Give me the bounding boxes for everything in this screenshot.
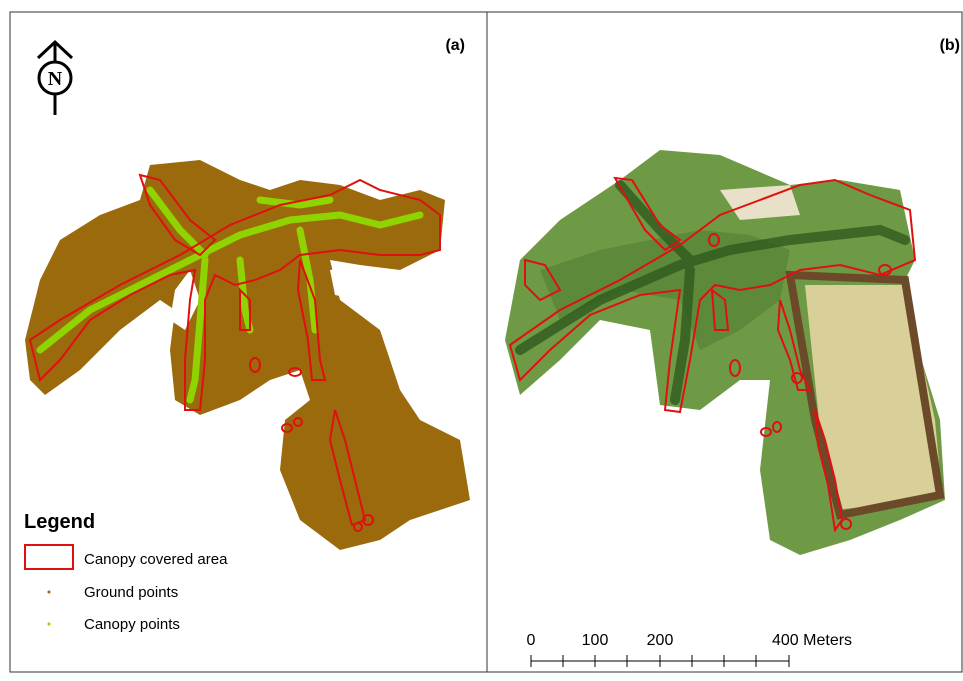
legend-swatch (47, 590, 51, 594)
panel-b-map (505, 150, 945, 555)
scale-label: 200 (647, 632, 674, 649)
legend-item: Ground points (84, 584, 178, 601)
north-arrow (36, 39, 74, 115)
scale-label: 400 Meters (772, 632, 852, 649)
scale-bar (530, 655, 790, 667)
scale-labels: 0 100 200 400 Meters (527, 632, 853, 649)
legend-swatch (24, 544, 74, 570)
legend-title: Legend (24, 511, 95, 533)
panel-a-map (25, 160, 470, 550)
legend-item: Canopy points (84, 616, 180, 633)
panel-label: (b) (940, 37, 960, 54)
legend-item: Canopy covered area (84, 551, 228, 568)
legend-swatch (47, 622, 51, 626)
panel-label: (a) (445, 37, 465, 54)
frame (9, 11, 963, 673)
scale-label: 100 (582, 632, 609, 649)
scale-label: 0 (527, 632, 536, 649)
north-label: N (48, 68, 63, 90)
